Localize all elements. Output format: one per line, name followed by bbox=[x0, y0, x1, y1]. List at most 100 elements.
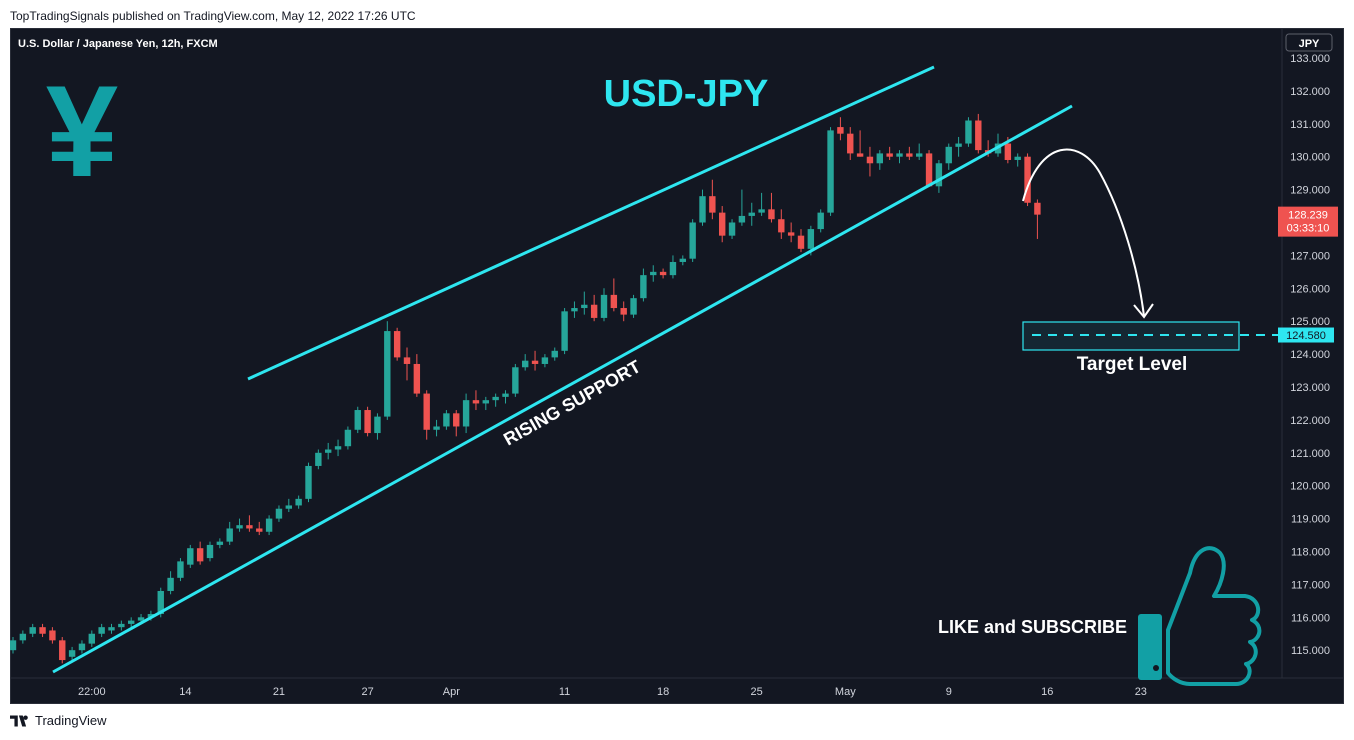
candle bbox=[118, 620, 125, 631]
candle-body bbox=[906, 153, 913, 157]
candle-body bbox=[364, 410, 371, 434]
candle-body bbox=[98, 627, 105, 634]
candle-body bbox=[512, 367, 519, 394]
candle bbox=[295, 495, 302, 509]
y-tick-label: 130.000 bbox=[1290, 152, 1330, 164]
candle-body bbox=[620, 308, 627, 315]
candle bbox=[403, 347, 411, 381]
candle bbox=[265, 515, 273, 536]
candle-body bbox=[817, 212, 824, 230]
candle-body bbox=[590, 304, 598, 318]
candle-body bbox=[797, 235, 805, 249]
candle-body bbox=[39, 627, 46, 634]
price-axis[interactable]: 115.000 116.000 117.000 118.000 119.000 120.0… bbox=[1290, 53, 1330, 657]
candle bbox=[758, 192, 765, 216]
candle-body bbox=[600, 294, 608, 318]
time-axis[interactable]: 22:00 14 21 27 Apr 11 18 25 May 9 16 23 bbox=[78, 686, 1147, 698]
x-tick-label: 22:00 bbox=[78, 686, 106, 698]
candle-body bbox=[433, 426, 440, 430]
x-tick-label: Apr bbox=[443, 686, 460, 698]
candle bbox=[817, 209, 824, 233]
currency-badge[interactable]: JPY bbox=[1285, 33, 1333, 52]
candle-body bbox=[876, 153, 883, 164]
candle bbox=[325, 442, 332, 460]
candle-body bbox=[78, 643, 86, 651]
x-tick-label: 23 bbox=[1135, 686, 1147, 698]
candle bbox=[630, 294, 637, 318]
arrow-head-icon bbox=[1133, 303, 1154, 319]
candle-body bbox=[354, 410, 361, 430]
chart-frame bbox=[10, 28, 1344, 704]
candle-body bbox=[315, 452, 322, 466]
candle-body bbox=[778, 219, 785, 233]
candle-body bbox=[453, 413, 460, 427]
target-level-label: Target Level bbox=[1077, 354, 1188, 375]
symbol-label: U.S. Dollar / Japanese Yen, 12h, FXCM bbox=[18, 38, 218, 50]
candle-body bbox=[216, 541, 224, 545]
candle-body bbox=[709, 196, 716, 213]
candle bbox=[709, 179, 716, 220]
candle bbox=[590, 294, 598, 322]
candle bbox=[659, 268, 667, 279]
candle-body bbox=[886, 153, 893, 157]
x-tick-label: 14 bbox=[179, 686, 191, 698]
candle bbox=[29, 623, 36, 638]
forecast-arrow bbox=[1022, 148, 1145, 317]
candle bbox=[393, 327, 401, 361]
target-price-tag: 124.580 bbox=[1278, 327, 1334, 343]
candle-body bbox=[236, 525, 243, 529]
candle bbox=[768, 192, 775, 223]
candle-body bbox=[1024, 156, 1031, 203]
candle bbox=[285, 498, 292, 513]
y-tick-label: 115.000 bbox=[1291, 645, 1330, 657]
candle bbox=[600, 288, 608, 322]
candle bbox=[374, 413, 381, 440]
candle-body bbox=[1034, 202, 1041, 215]
candle-body bbox=[551, 350, 558, 358]
candle bbox=[689, 219, 696, 262]
candle bbox=[492, 393, 499, 407]
candle bbox=[108, 623, 115, 634]
candle-body bbox=[246, 525, 253, 529]
candle-body bbox=[462, 400, 470, 427]
candle bbox=[669, 255, 677, 279]
candle bbox=[68, 646, 76, 661]
candle-body bbox=[768, 209, 775, 220]
candles-group bbox=[10, 113, 1041, 664]
x-tick-label: 27 bbox=[361, 686, 373, 698]
candle bbox=[167, 571, 174, 595]
candle-body bbox=[541, 357, 549, 364]
candle bbox=[975, 113, 982, 154]
candle bbox=[482, 396, 489, 411]
candle-body bbox=[295, 498, 302, 506]
candle bbox=[364, 406, 371, 437]
last-price-tag: 128.239 03:33:10 bbox=[1278, 206, 1338, 237]
candle bbox=[748, 202, 755, 226]
candle bbox=[384, 321, 391, 420]
y-tick-label: 131.000 bbox=[1290, 119, 1330, 131]
candle bbox=[128, 617, 135, 628]
publisher-line: TopTradingSignals published on TradingVi… bbox=[10, 9, 416, 23]
candle-body bbox=[285, 505, 292, 509]
candle bbox=[699, 189, 706, 226]
chart-canvas[interactable]: U.S. Dollar / Japanese Yen, 12h, FXCM US… bbox=[10, 28, 1344, 704]
chart-title: USD-JPY bbox=[604, 73, 769, 115]
candle bbox=[837, 117, 844, 141]
y-tick-label: 116.000 bbox=[1291, 612, 1330, 624]
candle-body bbox=[482, 400, 489, 404]
candle bbox=[679, 255, 686, 266]
candle-body bbox=[403, 357, 411, 364]
candle bbox=[462, 393, 470, 434]
y-tick-label: 122.000 bbox=[1290, 415, 1330, 427]
candle bbox=[925, 150, 933, 187]
candle-body bbox=[935, 163, 943, 187]
candle bbox=[453, 410, 460, 437]
candle-body bbox=[955, 143, 962, 147]
currency-label: JPY bbox=[1299, 38, 1320, 50]
candle-body bbox=[650, 271, 657, 276]
candle-body bbox=[945, 146, 952, 164]
candle-body bbox=[827, 130, 834, 213]
svg-text:¥: ¥ bbox=[46, 58, 118, 204]
candle bbox=[275, 505, 283, 522]
candle bbox=[581, 291, 588, 315]
